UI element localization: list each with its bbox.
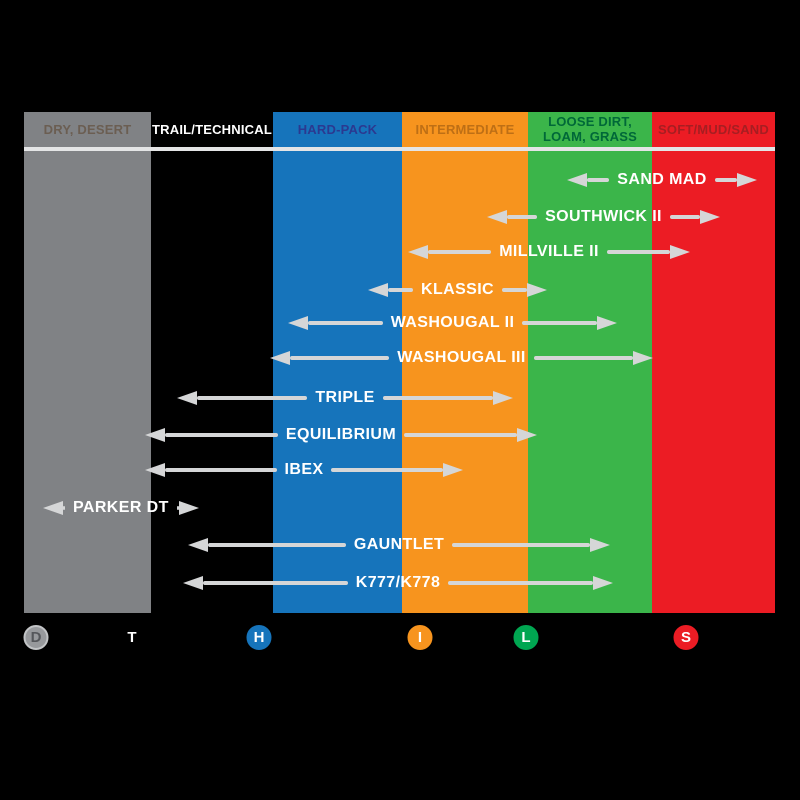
arrow-line-right (502, 288, 527, 292)
tire-range-equilibrium: EQUILIBRIUM (145, 423, 537, 447)
terrain-badge-s: S (673, 625, 699, 650)
arrow-right-icon (443, 463, 464, 477)
terrain-badge-l: L (513, 625, 539, 650)
arrow-right-icon (593, 576, 614, 590)
tire-label: K777/K778 (355, 574, 441, 591)
tire-label: GAUNTLET (353, 536, 445, 553)
arrow-line-right (533, 356, 633, 360)
tire-label: WASHOUGAL III (397, 349, 526, 366)
column-header-label: INTERMEDIATE (415, 121, 515, 137)
arrow-line-left (428, 250, 492, 254)
terrain-column-l: LOOSE DIRT, LOAM, GRASS (528, 112, 652, 613)
arrow-right-icon (590, 538, 610, 552)
arrow-right-icon (517, 428, 537, 442)
tire-label: EQUILIBRIUM (285, 426, 397, 443)
column-header-label: SOFT/MUD/SAND (658, 121, 769, 137)
arrow-line-right (522, 321, 597, 325)
arrow-left-icon (288, 316, 308, 330)
arrow-line-left (587, 178, 610, 182)
terrain-badge-t: T (119, 625, 145, 650)
arrow-line-right (382, 396, 494, 400)
tire-label: WASHOUGAL II (390, 314, 515, 331)
arrow-line-right (176, 506, 179, 510)
tire-range-k777-k778: K777/K778 (183, 571, 614, 595)
arrow-line-left (388, 288, 413, 292)
arrow-left-icon (145, 428, 165, 442)
arrow-line-right (714, 178, 738, 182)
arrow-line-left (290, 356, 390, 360)
terrain-column-s: SOFT/MUD/SAND (652, 112, 775, 613)
arrow-left-icon (145, 463, 165, 477)
arrow-line-left (63, 506, 65, 510)
tire-label: SOUTHWICK II (545, 208, 662, 225)
arrow-line-left (165, 433, 278, 437)
arrow-line-left (165, 468, 277, 472)
terrain-column-d: DRY, DESERT (24, 112, 151, 613)
terrain-column-t: TRAIL/TECHNICAL (151, 112, 273, 613)
arrow-right-icon (670, 245, 691, 259)
tire-range-southwick-ii: SOUTHWICK II (487, 205, 721, 229)
arrow-right-icon (493, 391, 514, 405)
tire-range-klassic: KLASSIC (368, 278, 547, 302)
arrow-left-icon (487, 210, 507, 224)
arrow-right-icon (597, 316, 617, 330)
arrow-line-right (669, 215, 701, 219)
arrow-right-icon (527, 283, 547, 297)
arrow-left-icon (177, 391, 197, 405)
tire-label: SAND MAD (617, 171, 707, 188)
arrow-line-left (208, 543, 346, 547)
arrow-line-left (507, 215, 538, 219)
column-header-label: HARD-PACK (297, 121, 378, 137)
column-header-label: TRAIL/TECHNICAL (152, 121, 272, 137)
tire-range-ibex: IBEX (145, 458, 464, 482)
tire-range-millville-ii: MILLVILLE II (408, 240, 691, 264)
tire-range-gauntlet: GAUNTLET (188, 533, 610, 557)
arrow-left-icon (270, 351, 290, 365)
column-header-label: DRY, DESERT (43, 121, 132, 137)
arrow-line-right (606, 250, 671, 254)
tire-range-washougal-iii: WASHOUGAL III (270, 346, 653, 370)
tire-range-parker-dt: PARKER DT (43, 496, 199, 520)
arrow-line-left (197, 396, 308, 400)
arrow-left-icon (43, 501, 63, 515)
tire-label: KLASSIC (420, 281, 495, 298)
terrain-column-h: HARD-PACK (273, 112, 402, 613)
tire-range-triple: TRIPLE (177, 386, 514, 410)
arrow-left-icon (188, 538, 208, 552)
arrow-left-icon (567, 173, 587, 187)
header-divider-line (24, 147, 775, 151)
arrow-left-icon (408, 245, 428, 259)
terrain-badge-d: D (23, 625, 49, 650)
tire-range-washougal-ii: WASHOUGAL II (288, 311, 617, 335)
arrow-left-icon (183, 576, 203, 590)
arrow-line-left (203, 581, 348, 585)
tire-label: MILLVILLE II (499, 243, 599, 260)
arrow-right-icon (633, 351, 653, 365)
tire-label: PARKER DT (73, 499, 169, 516)
column-header-label: LOOSE DIRT, LOAM, GRASS (543, 114, 637, 144)
terrain-badge-h: H (246, 625, 272, 650)
arrow-line-right (452, 543, 590, 547)
tire-label: TRIPLE (315, 389, 375, 406)
arrow-line-right (448, 581, 594, 585)
tire-label: IBEX (284, 461, 324, 478)
arrow-line-left (308, 321, 383, 325)
terrain-column-i: INTERMEDIATE (402, 112, 528, 613)
arrow-line-right (404, 433, 517, 437)
arrow-left-icon (368, 283, 388, 297)
tire-range-sand-mad: SAND MAD (567, 168, 758, 192)
terrain-badge-i: I (407, 625, 433, 650)
arrow-line-right (331, 468, 444, 472)
arrow-right-icon (700, 210, 721, 224)
arrow-right-icon (737, 173, 758, 187)
arrow-right-icon (178, 501, 199, 515)
